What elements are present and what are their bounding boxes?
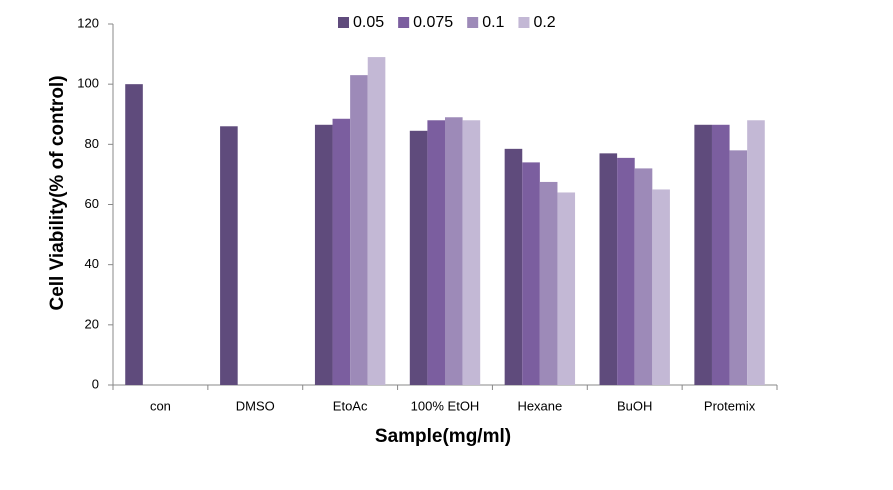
legend-swatch	[467, 17, 479, 28]
bar	[539, 181, 558, 385]
legend-text: 0.05	[353, 14, 384, 31]
x-tick-label: Protemix	[704, 398, 756, 413]
y-tick-label: 20	[85, 316, 99, 331]
x-tick-label: DMSO	[236, 398, 275, 413]
y-tick-label: 60	[85, 196, 99, 211]
bar	[332, 118, 351, 385]
bar	[599, 153, 618, 385]
bar	[445, 117, 463, 385]
x-axis-title: Sample(mg/ml)	[375, 426, 511, 447]
y-tick-label: 0	[92, 376, 99, 391]
bar	[314, 124, 333, 385]
bar	[350, 75, 368, 386]
bar	[617, 157, 635, 385]
bar	[522, 162, 540, 385]
bar	[557, 192, 576, 385]
bar	[634, 168, 653, 385]
bar	[729, 150, 748, 385]
bar	[652, 189, 670, 385]
bar	[504, 148, 523, 385]
legend-swatch	[398, 17, 410, 28]
bar	[694, 124, 712, 385]
y-tick-label: 80	[85, 136, 99, 151]
x-tick-label: EtoAc	[333, 398, 368, 413]
bar	[711, 124, 730, 385]
bar	[409, 130, 428, 385]
x-tick-label: con	[150, 398, 171, 413]
legend-text: 0.2	[533, 14, 555, 31]
y-axis-title: Cell Viability(% of control)	[47, 75, 68, 310]
legend-text: 0.1	[482, 14, 504, 31]
y-tick-label: 100	[77, 76, 99, 91]
bar	[462, 120, 481, 386]
y-tick-label: 120	[77, 15, 99, 30]
x-tick-label: 100% EtOH	[411, 398, 480, 413]
x-tick-label: Hexane	[517, 398, 562, 413]
legend-swatch	[518, 17, 530, 28]
bar	[125, 84, 143, 386]
bar	[747, 120, 765, 386]
y-tick-label: 40	[85, 256, 99, 271]
x-tick-label: BuOH	[617, 398, 652, 413]
legend-swatch	[338, 17, 349, 28]
bar	[220, 126, 238, 386]
bar	[427, 120, 445, 386]
legend-text: 0.075	[413, 14, 453, 31]
bar	[367, 57, 386, 385]
